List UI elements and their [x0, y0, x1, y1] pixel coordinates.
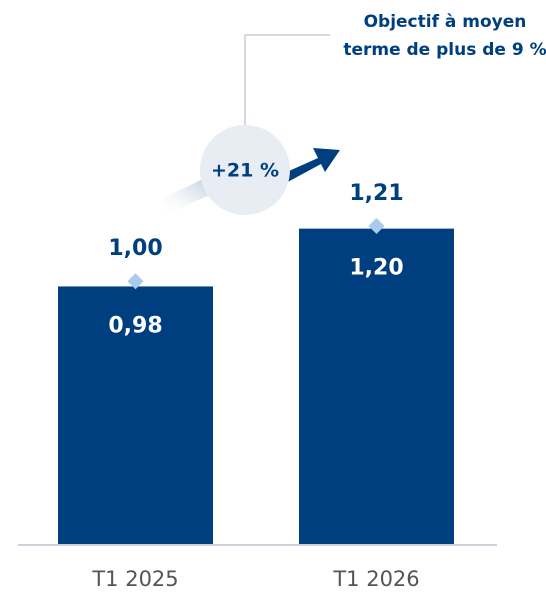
growth-label: +21 %: [211, 160, 279, 182]
growth-trail: [160, 178, 212, 214]
bar-value-label: 0,98: [108, 313, 162, 338]
growth-arrow: [280, 148, 340, 184]
bar-value-label: 1,20: [349, 256, 403, 281]
note-line: Objectif à moyen: [364, 12, 527, 32]
marker-value-label: 1,00: [108, 236, 162, 261]
bar: [299, 228, 454, 544]
marker-value-label: 1,21: [349, 181, 403, 206]
x-tick-label: T1 2026: [332, 567, 419, 591]
note-connector: [244, 34, 330, 125]
marker-diamond: [127, 273, 144, 290]
bar: [58, 286, 213, 544]
growth-circle: [200, 125, 290, 215]
marker-diamond: [368, 218, 385, 234]
x-tick-label: T1 2025: [91, 567, 178, 591]
note-line: terme de plus de 9 %: [343, 40, 546, 60]
